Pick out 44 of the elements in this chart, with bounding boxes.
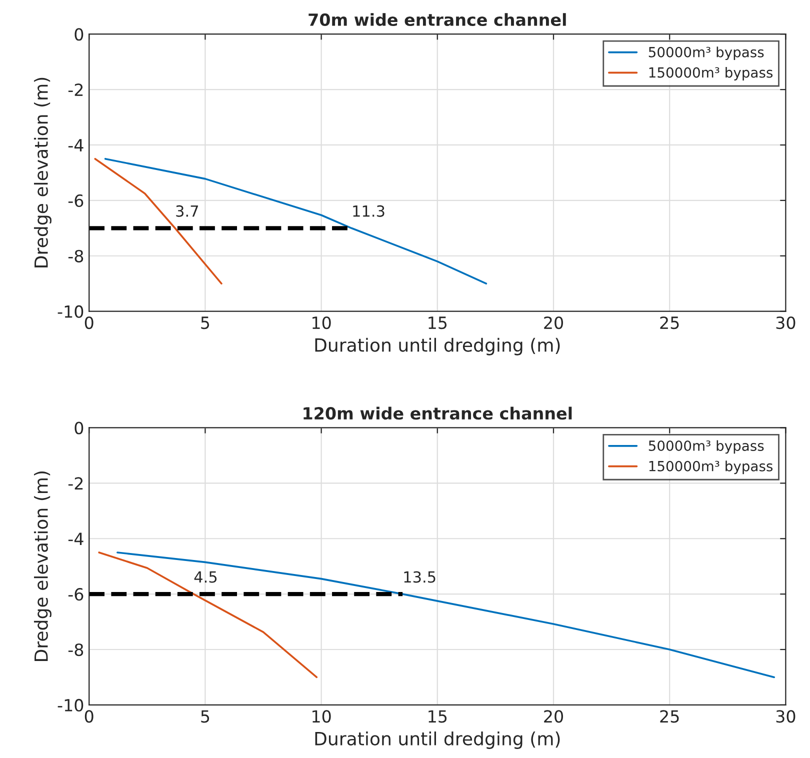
line-series [98, 552, 318, 678]
x-tick-label: 20 [544, 316, 563, 330]
x-tick-label: 0 [84, 710, 94, 723]
legend-label: 50000m³ bypass [648, 46, 764, 60]
chart-title: 70m wide entrance channel [308, 13, 566, 26]
x-axis-title: Duration until dredging (m) [315, 338, 560, 356]
x-tick-label: 10 [312, 710, 331, 723]
x-tick-label: 25 [660, 710, 679, 723]
line-series [104, 158, 488, 284]
annotation: 3.7 [176, 205, 198, 217]
legend-label: 150000m³ bypass [649, 460, 773, 474]
annotation: 11.3 [353, 205, 384, 217]
y-tick-label: -8 [68, 643, 84, 656]
x-tick-label: 5 [201, 316, 210, 330]
x-tick-label: 0 [84, 316, 94, 330]
y-tick-label: -4 [68, 532, 84, 545]
y-tick-label: -10 [58, 698, 84, 712]
y-tick-label: 0 [74, 422, 84, 434]
y-tick-label: -2 [68, 477, 83, 490]
x-tick-label: 25 [660, 316, 679, 330]
y-tick-label: -6 [68, 588, 84, 601]
x-tick-label: 15 [428, 316, 447, 330]
x-tick-label: 30 [776, 710, 796, 723]
y-tick-label: -2 [68, 84, 83, 96]
x-tick-label: 30 [776, 316, 796, 330]
legend-label: 50000m³ bypass [648, 440, 764, 454]
y-axis-title: Dredge elevation (m) [34, 472, 52, 661]
annotation: 13.5 [404, 571, 436, 583]
x-tick-label: 10 [312, 316, 331, 330]
y-tick-label: 0 [74, 28, 84, 41]
y-tick-label: -8 [68, 250, 84, 262]
chart-title: 120m wide entrance channel [304, 406, 572, 420]
x-tick-label: 5 [201, 710, 210, 723]
y-tick-label: -6 [68, 194, 84, 207]
x-tick-label: 15 [428, 710, 447, 723]
line-series [94, 158, 222, 284]
annotation: 4.5 [194, 571, 217, 583]
x-tick-label: 20 [544, 710, 563, 723]
x-axis-title: Duration until dredging (m) [315, 731, 560, 749]
y-tick-label: -4 [68, 139, 84, 152]
y-axis-title: Dredge elevation (m) [34, 78, 52, 268]
y-tick-label: -10 [58, 305, 84, 318]
line-series [116, 552, 775, 678]
legend-label: 150000m³ bypass [649, 66, 773, 80]
